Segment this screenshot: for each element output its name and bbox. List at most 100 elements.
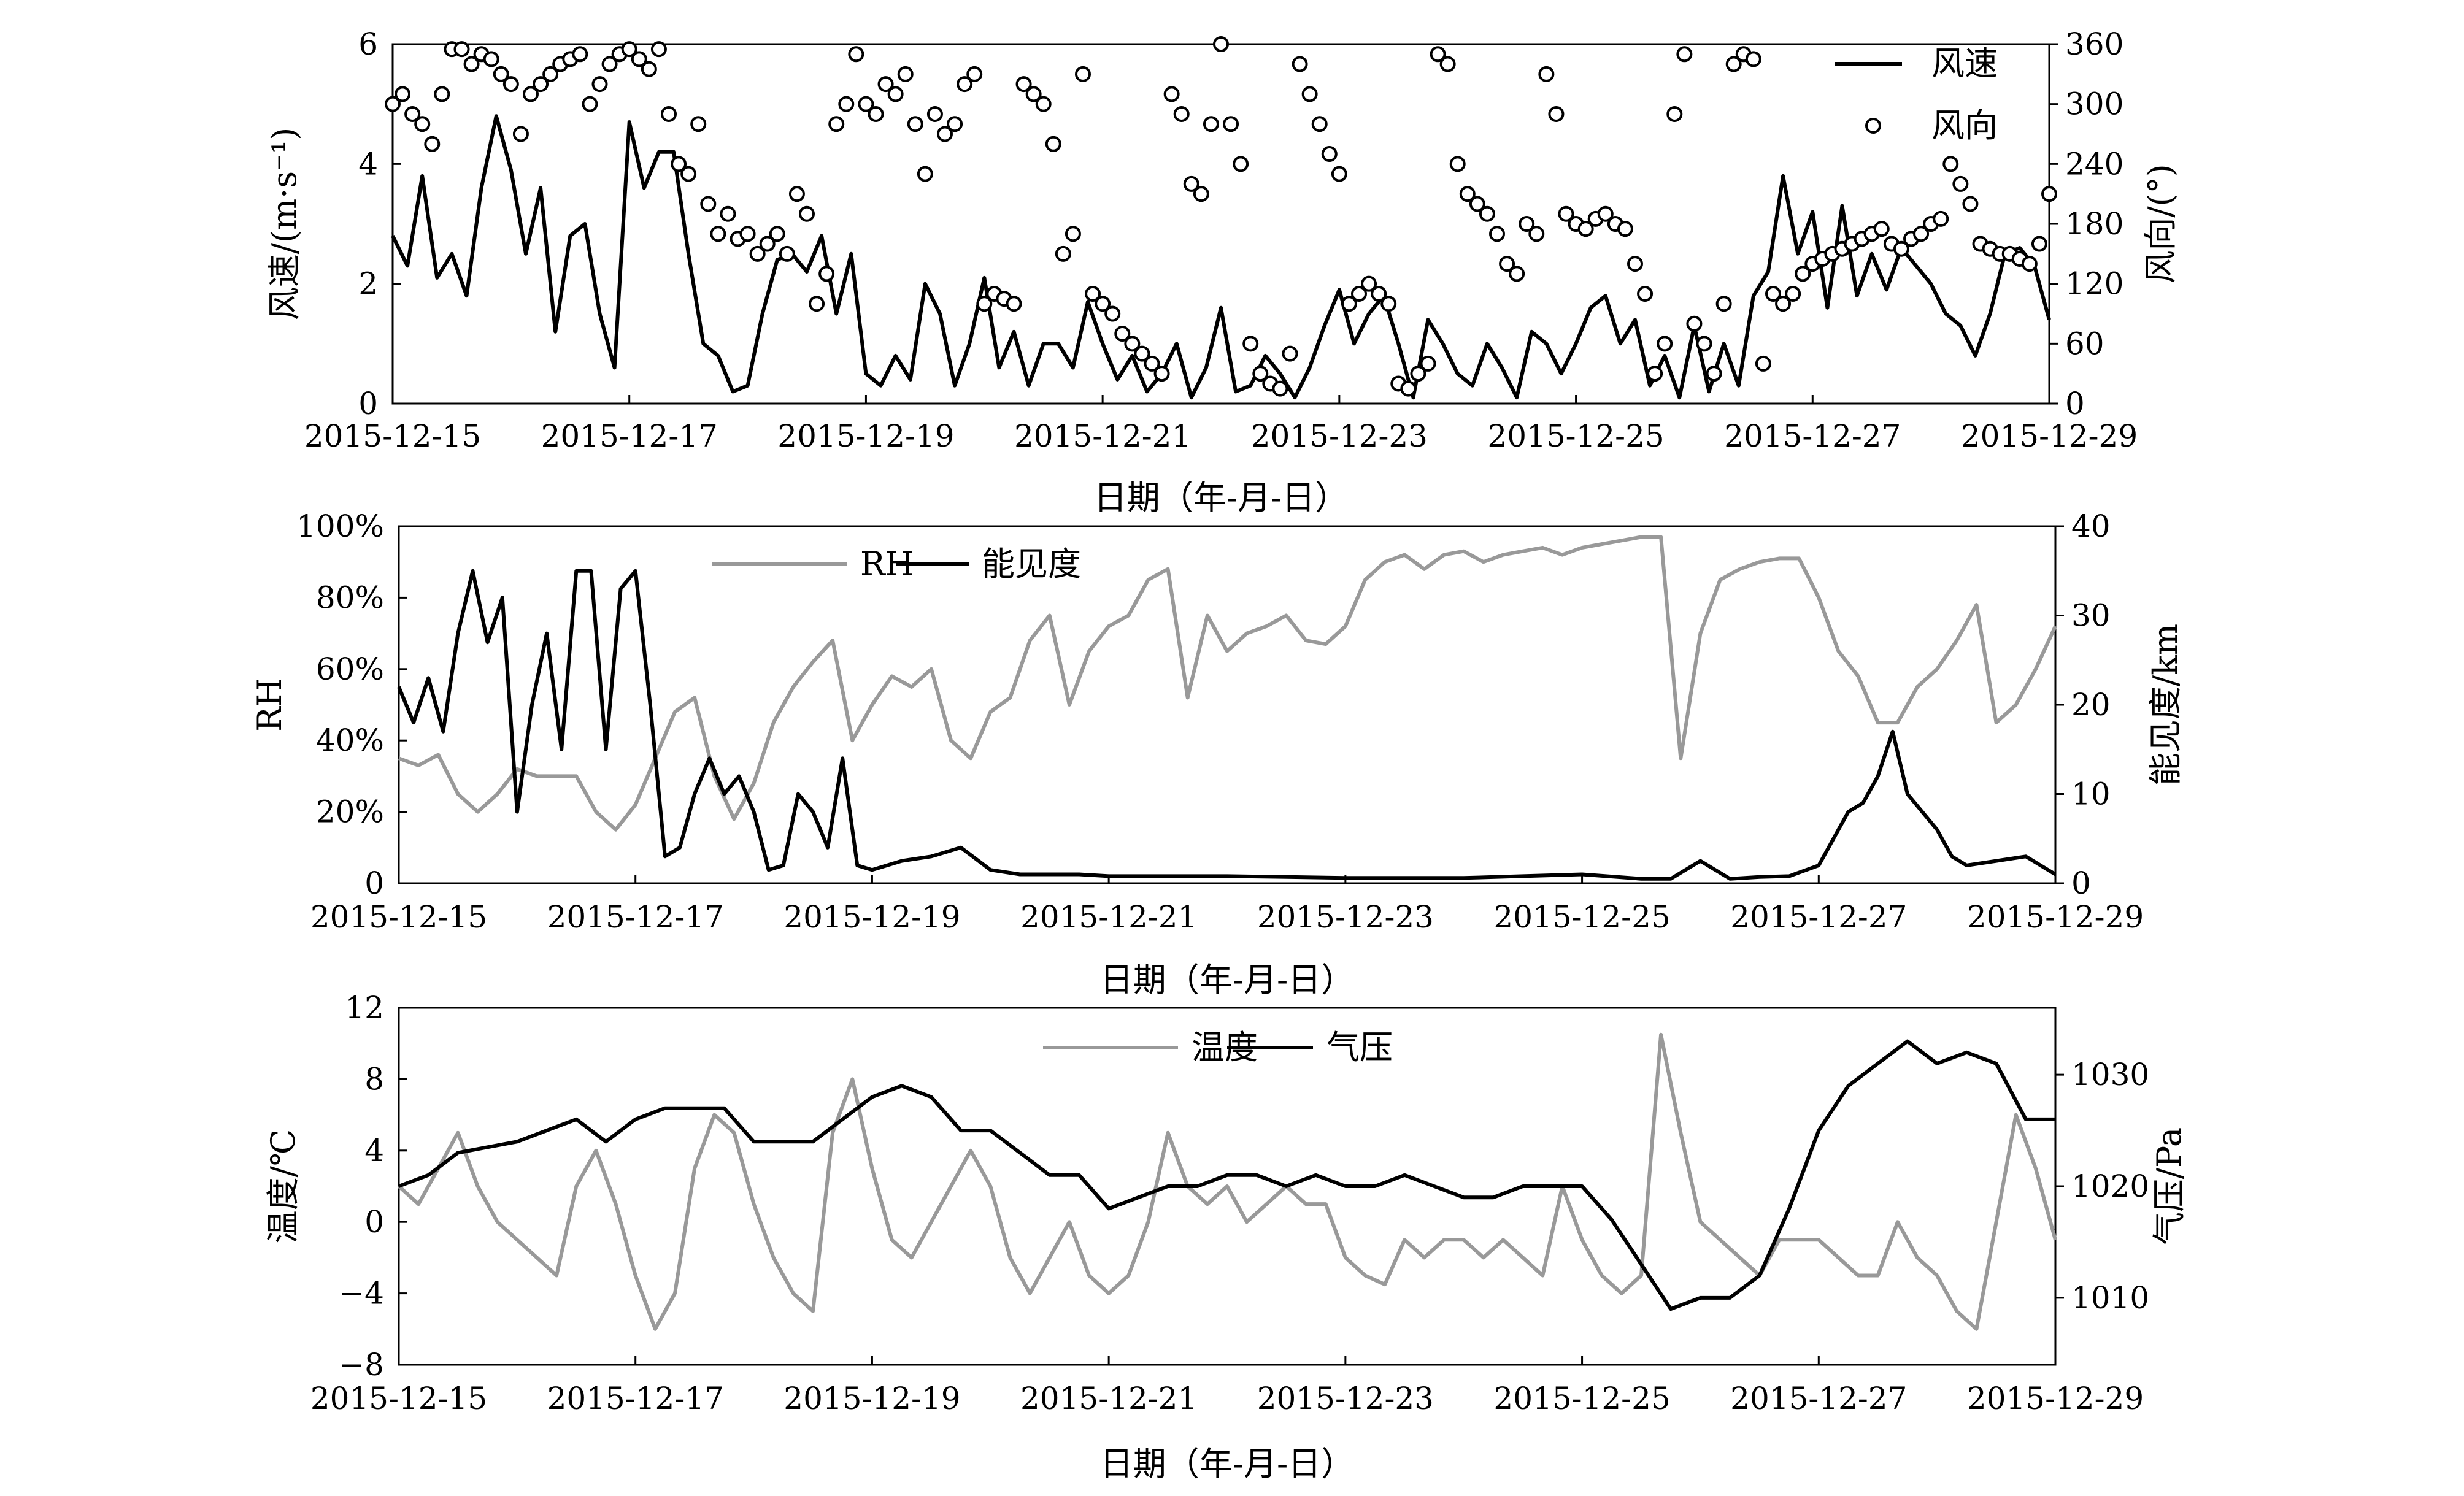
wind-direction-point	[671, 156, 687, 172]
left-y-tick-label: −8	[339, 1347, 384, 1383]
wind-direction-point	[502, 76, 519, 93]
wind-direction-point	[1489, 226, 1505, 242]
x-tick-label: 2015-12-19	[777, 418, 954, 454]
wind-direction-point	[1371, 285, 1387, 302]
right-y-tick-label: 120	[2065, 266, 2123, 302]
right-y-tick-label: 10	[2071, 777, 2111, 812]
wind-direction-point	[769, 226, 785, 242]
wind-direction-point	[1647, 366, 1663, 382]
wind-direction-point	[591, 76, 608, 93]
wind-direction-point	[1035, 96, 1052, 112]
wind-direction-point	[1686, 315, 1703, 332]
left-y-tick-label: 40%	[316, 723, 384, 758]
wind-direction-point	[1637, 285, 1654, 302]
x-axis: 2015-12-15 2015-12-17 2015-12-19 2015-12-21…	[310, 875, 2144, 999]
wind-direction-point	[1617, 221, 1633, 237]
wind-direction-point	[1499, 256, 1515, 272]
wind-direction-point	[2041, 186, 2057, 202]
wind-direction-point	[710, 226, 726, 242]
wind-direction-point	[1065, 226, 1081, 242]
left-y-tick-label: 8	[364, 1061, 384, 1097]
wind-direction-point	[976, 296, 993, 312]
wind-direction-point	[650, 41, 667, 58]
wind-direction-point	[1933, 210, 1949, 227]
wind-direction-point	[1163, 86, 1180, 102]
wind-direction-point	[1331, 166, 1347, 182]
wind-direction-point	[1439, 56, 1456, 72]
wind-direction-point	[1715, 296, 1732, 312]
wind-direction-point	[1725, 56, 1742, 72]
x-axis-title: 日期（年-月-日）	[1094, 478, 1349, 517]
wind-direction-point	[483, 51, 499, 67]
wind-direction-point	[1193, 186, 1209, 202]
left-y-tick-label: 100%	[296, 508, 384, 544]
right-y-tick-label: 1010	[2071, 1280, 2149, 1316]
wind-direction-point	[1795, 266, 1811, 282]
wind-direction-point	[1952, 175, 1969, 192]
wind-direction-point	[1223, 116, 1239, 132]
wind-direction-point	[1765, 285, 1781, 302]
series-RH	[398, 535, 2057, 832]
wind-direction-point	[1509, 266, 1525, 282]
wind-direction-point	[739, 226, 756, 242]
wind-direction-point	[661, 105, 677, 122]
wind-direction-point	[1351, 285, 1367, 302]
x-tick-label: 2015-12-15	[310, 1381, 487, 1416]
wind-direction-point	[1469, 196, 1485, 212]
wind-direction-point	[601, 56, 618, 72]
wind-direction-point	[1676, 46, 1693, 63]
x-tick-label: 2015-12-25	[1493, 1381, 1670, 1416]
wind-direction-point	[1785, 285, 1801, 302]
wind-direction-point	[572, 46, 588, 63]
legend-swatch-marker	[1865, 118, 1881, 134]
x-tick-label: 2015-12-29	[1967, 1381, 2144, 1416]
wind-direction-point	[1124, 336, 1141, 352]
wind-direction-point	[463, 56, 480, 72]
series-能见度	[397, 569, 2057, 881]
x-axis-title: 日期（年-月-日）	[1100, 1444, 1355, 1483]
plot-frame	[398, 525, 2057, 884]
wind-direction-point	[907, 116, 923, 132]
wind-direction-point	[809, 296, 825, 312]
x-axis: 2015-12-15 2015-12-17 2015-12-19 2015-12-21…	[310, 1356, 2144, 1483]
wind-direction-point	[1144, 355, 1160, 372]
left-y-axis: 0 2 4 6 风速/(m·s⁻¹)	[265, 26, 401, 421]
wind-direction-point	[1311, 116, 1328, 132]
wind-direction-point	[947, 116, 963, 132]
wind-direction-point	[749, 245, 766, 262]
wind-direction-point	[493, 66, 509, 82]
wind-direction-point	[1015, 76, 1032, 93]
wind-direction-point	[1519, 216, 1535, 232]
x-tick-label: 2015-12-21	[1014, 418, 1191, 454]
wind-direction-point	[1913, 226, 1930, 242]
wind-direction-point	[641, 61, 657, 77]
wind-direction-point	[1114, 326, 1131, 342]
wind-direction-point	[2021, 256, 2038, 272]
series-风速	[391, 114, 2051, 400]
left-y-axis-title: 风速/(m·s⁻¹)	[265, 128, 304, 321]
wind-direction-point	[1095, 296, 1111, 312]
x-tick-label: 2015-12-17	[547, 1381, 724, 1416]
wind-direction-point	[1006, 296, 1022, 312]
wind-direction-point	[424, 136, 441, 152]
wind-direction-point	[1085, 285, 1101, 302]
x-tick-label: 2015-12-17	[541, 418, 718, 454]
wind-direction-point	[1627, 256, 1643, 272]
left-y-axis-title: 温度/℃	[264, 1129, 302, 1244]
x-tick-label: 2015-12-27	[1730, 1381, 1907, 1416]
wind-direction-point	[1706, 366, 1722, 382]
wind-direction-point	[1449, 156, 1466, 172]
wind-direction-point	[1459, 186, 1476, 202]
wind-direction-point	[523, 86, 539, 102]
right-y-axis: 0 60 120 180 240 300 360 风向/(°)	[2049, 26, 2180, 421]
left-y-tick-label: 0	[358, 386, 378, 421]
wind-direction-point	[1558, 205, 1574, 222]
temp-pressure-panel: 2015-12-15 2015-12-17 2015-12-19 2015-12-21…	[264, 990, 2189, 1483]
wind-direction-point	[1775, 296, 1792, 312]
series-line	[397, 569, 2057, 881]
series-风向	[385, 36, 2057, 397]
plot-frame	[391, 43, 2050, 405]
